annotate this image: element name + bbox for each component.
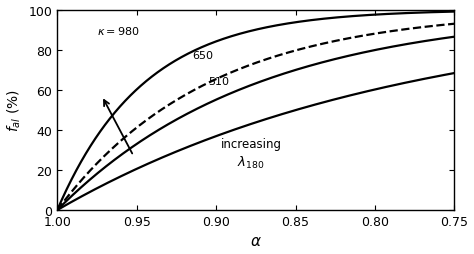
Text: increasing: increasing: [220, 137, 282, 150]
X-axis label: $\alpha$: $\alpha$: [250, 233, 262, 248]
Text: $\kappa = 980$: $\kappa = 980$: [97, 25, 140, 37]
Text: $\lambda_{180}$: $\lambda_{180}$: [237, 154, 265, 170]
Text: 650: 650: [192, 51, 213, 60]
Text: 510: 510: [208, 76, 229, 86]
Y-axis label: $f_{al}$ (%): $f_{al}$ (%): [6, 89, 23, 132]
